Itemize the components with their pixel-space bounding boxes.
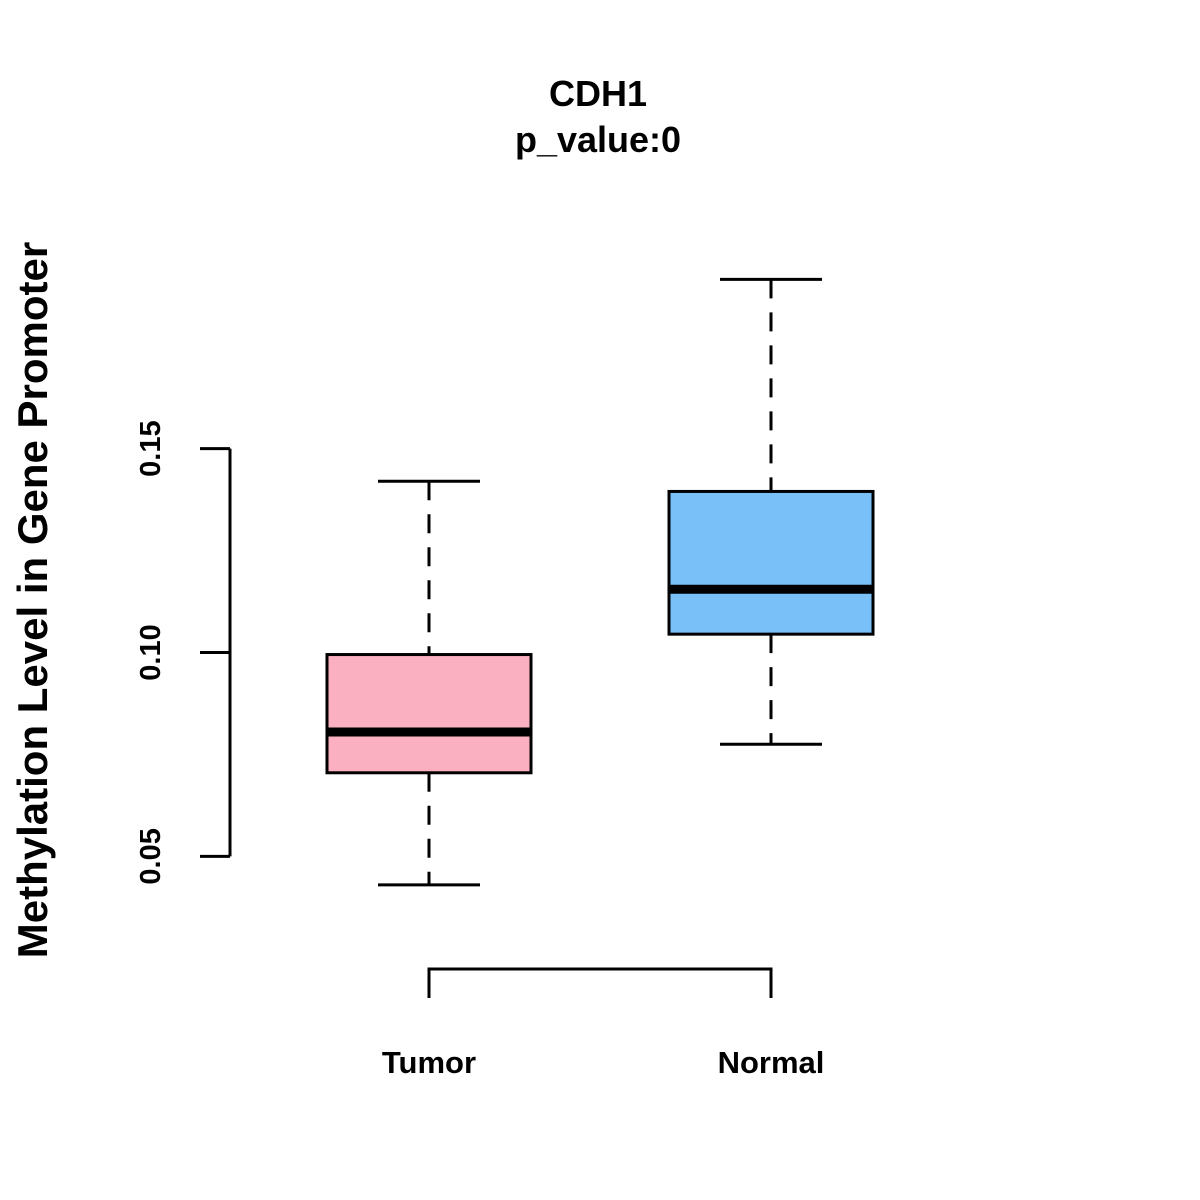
chart-title: CDH1 <box>549 73 647 114</box>
y-tick-label: 0.10 <box>135 624 167 680</box>
box-tumor <box>325 479 533 887</box>
x-tick-label: Normal <box>718 1045 825 1080</box>
iqr-box <box>667 489 875 636</box>
x-axis-labels: Tumor Normal <box>382 1045 824 1080</box>
y-axis: 0.05 0.10 0.15 <box>135 420 232 885</box>
chart-subtitle: p_value:0 <box>515 119 681 160</box>
boxes-layer <box>325 277 875 887</box>
y-tick-label: 0.15 <box>135 420 167 476</box>
x-tick-label: Tumor <box>382 1045 476 1080</box>
y-tick-label: 0.05 <box>135 828 167 884</box>
bracket-line <box>427 967 773 998</box>
iqr-box <box>325 653 533 775</box>
y-axis-label: Methylation Level in Gene Promoter <box>9 242 56 958</box>
comparison-bracket <box>427 967 773 998</box>
box-normal <box>667 277 875 746</box>
